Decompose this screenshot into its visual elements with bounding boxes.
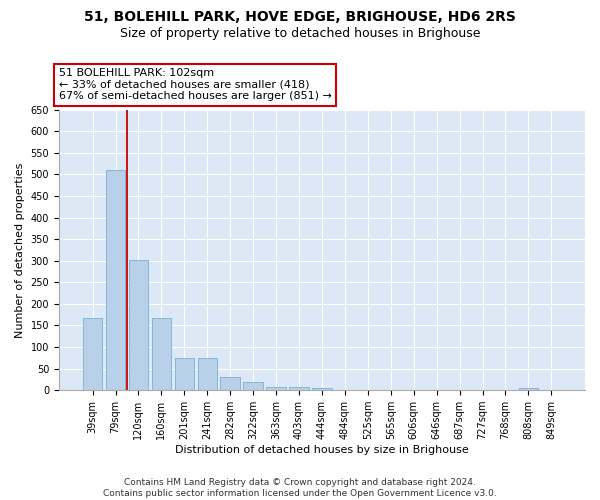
Bar [83,318,103,390]
Bar [518,388,538,390]
Text: 51, BOLEHILL PARK, HOVE EDGE, BRIGHOUSE, HD6 2RS: 51, BOLEHILL PARK, HOVE EDGE, BRIGHOUSE,… [84,10,516,24]
Bar [175,358,194,390]
Y-axis label: Number of detached properties: Number of detached properties [15,162,25,338]
Bar [128,260,148,390]
X-axis label: Distribution of detached houses by size in Brighouse: Distribution of detached houses by size … [175,445,469,455]
Bar [220,378,240,390]
Bar [312,388,332,390]
Text: 51 BOLEHILL PARK: 102sqm
← 33% of detached houses are smaller (418)
67% of semi-: 51 BOLEHILL PARK: 102sqm ← 33% of detach… [59,68,332,102]
Bar [197,358,217,390]
Bar [266,387,286,390]
Bar [289,387,309,390]
Bar [106,170,125,390]
Bar [152,318,171,390]
Text: Contains HM Land Registry data © Crown copyright and database right 2024.
Contai: Contains HM Land Registry data © Crown c… [103,478,497,498]
Text: Size of property relative to detached houses in Brighouse: Size of property relative to detached ho… [120,28,480,40]
Bar [244,382,263,390]
